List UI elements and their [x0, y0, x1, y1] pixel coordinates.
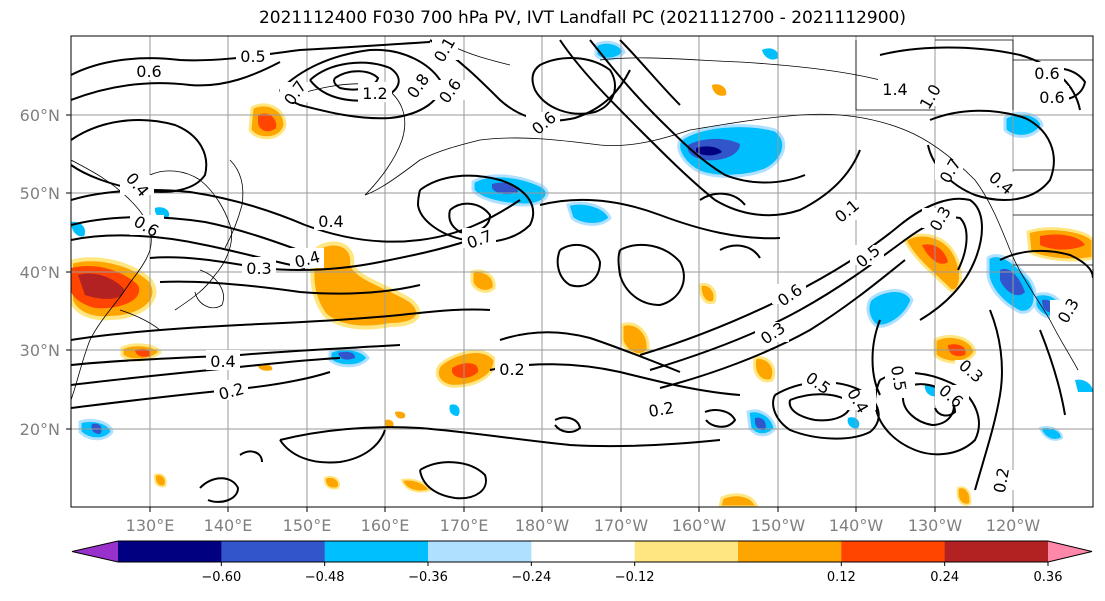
longitude-labels: 130°E 140°E 150°E 160°E 170°E 180°W 170°… — [126, 516, 1041, 535]
contour-label: 0.5 — [236, 45, 270, 66]
lat-label-60n: 60°N — [20, 106, 60, 125]
lat-label-40n: 40°N — [20, 263, 60, 282]
svg-text:0.5: 0.5 — [887, 364, 910, 392]
colorbar-extend-min — [72, 541, 118, 562]
svg-text:0.3: 0.3 — [926, 203, 955, 235]
contour-label: 0.6 — [772, 280, 806, 310]
contour-label: 0.5 — [802, 368, 836, 398]
svg-text:0.2: 0.2 — [990, 466, 1013, 494]
lon-label: 180°W — [515, 516, 570, 535]
latitude-labels: 60°N 50°N 40°N 30°N 20°N — [20, 106, 60, 439]
svg-text:0.2: 0.2 — [499, 360, 524, 379]
contour-label: 0.7 — [462, 226, 496, 253]
svg-text:1.2: 1.2 — [362, 84, 387, 103]
contour-label: 0.4 — [314, 210, 348, 231]
contour-label: 0.2 — [644, 398, 678, 421]
contour-label: 0.7 — [280, 77, 310, 109]
svg-text:0.7: 0.7 — [936, 155, 965, 187]
lon-label: 160°E — [361, 516, 410, 535]
lat-label-20n: 20°N — [20, 420, 60, 439]
contour-label: 0.3 — [955, 356, 989, 387]
svg-text:0.8: 0.8 — [403, 70, 433, 102]
lon-label: 140°E — [204, 516, 253, 535]
colorbar-segment — [738, 541, 842, 562]
colorbar-tick-label: −0.12 — [615, 570, 655, 585]
colorbar-segment — [118, 541, 222, 562]
contour-label: 0.4 — [206, 350, 240, 371]
lon-label: 130°W — [908, 516, 963, 535]
contour-label: 1.0 — [912, 81, 946, 113]
contour-label: 0.2 — [985, 466, 1015, 494]
contour-label: 1.2 — [358, 82, 392, 103]
lon-label: 150°E — [283, 516, 332, 535]
contour-label: 0.6 — [1030, 62, 1064, 83]
svg-text:0.6: 0.6 — [1034, 64, 1059, 83]
colorbar: −0.60−0.48−0.36−0.24−0.120.120.240.360.4… — [71, 540, 1093, 585]
shaded-fields — [71, 40, 1093, 507]
contour-label: 0.7 — [935, 155, 965, 187]
svg-text:0.4: 0.4 — [122, 169, 153, 201]
svg-text:0.4: 0.4 — [318, 212, 343, 231]
gridlines — [71, 36, 1093, 507]
svg-text:0.6: 0.6 — [136, 62, 161, 81]
contour-label: 0.5 — [850, 241, 884, 272]
chart-title: 2021112400 F030 700 hPa PV, IVT Landfall… — [258, 8, 906, 28]
contour-label: 0.8 — [400, 70, 434, 102]
colorbar-segment — [324, 541, 429, 562]
svg-text:0.5: 0.5 — [240, 47, 265, 66]
colorbar-tick-label: 0.36 — [1034, 570, 1063, 585]
lon-label: 160°W — [672, 516, 727, 535]
contour-label: 0.2 — [495, 358, 529, 379]
positive-anomalies — [71, 84, 1093, 507]
svg-text:0.6: 0.6 — [1039, 88, 1064, 107]
contour-label: 0.6 — [132, 60, 166, 81]
contour-label: 0.5 — [885, 364, 915, 392]
colorbar-segment — [428, 541, 532, 562]
lon-label: 170°W — [594, 516, 649, 535]
colorbar-tick-label: −0.48 — [305, 570, 345, 585]
svg-text:1.4: 1.4 — [882, 80, 907, 99]
contour-label: 0.1 — [831, 196, 863, 227]
contour-label: 0.6 — [526, 108, 560, 139]
contour-label: 0.1 — [430, 34, 459, 66]
svg-text:1.0: 1.0 — [916, 81, 945, 113]
colorbar-tick-label: −0.36 — [408, 570, 448, 585]
lon-label: 140°W — [829, 516, 884, 535]
coastlines — [71, 39, 1093, 401]
colorbar-tick-label: 0.24 — [930, 570, 959, 585]
svg-text:0.2: 0.2 — [647, 398, 675, 421]
svg-text:0.7: 0.7 — [280, 77, 310, 109]
colorbar-segment — [634, 541, 739, 562]
contour-label: 0.6 — [935, 381, 969, 412]
lon-label: 150°W — [751, 516, 806, 535]
contour-label: 0.4 — [290, 247, 324, 272]
colorbar-segment — [841, 541, 946, 562]
lat-label-30n: 30°N — [20, 341, 60, 360]
svg-text:0.1: 0.1 — [430, 34, 459, 66]
colorbar-segment — [221, 541, 326, 562]
colorbar-outline — [71, 540, 1093, 563]
contour-label: 0.6 — [1035, 86, 1069, 107]
lon-label: 130°E — [126, 516, 175, 535]
contour-label: 0.4 — [985, 168, 1019, 199]
contour-label: 0.2 — [214, 379, 248, 404]
colorbar-tick-label: −0.24 — [511, 570, 551, 585]
contour-label: 1.4 — [878, 78, 912, 99]
svg-text:0.3: 0.3 — [246, 259, 271, 278]
colorbar-tick-label: 0.12 — [827, 570, 856, 585]
lon-label: 170°E — [440, 516, 489, 535]
contour-label: 0.6 — [432, 75, 466, 107]
svg-text:0.4: 0.4 — [210, 352, 235, 371]
contour-label: 0.3 — [242, 257, 276, 278]
axis-ticks — [66, 114, 1014, 512]
lon-label: 120°W — [986, 516, 1041, 535]
colorbar-tick-label: −0.60 — [201, 570, 241, 585]
colorbar-segment — [944, 541, 1049, 562]
colorbar-extend-max — [1048, 541, 1092, 562]
colorbar-segment — [531, 541, 636, 562]
lat-label-50n: 50°N — [20, 184, 60, 203]
